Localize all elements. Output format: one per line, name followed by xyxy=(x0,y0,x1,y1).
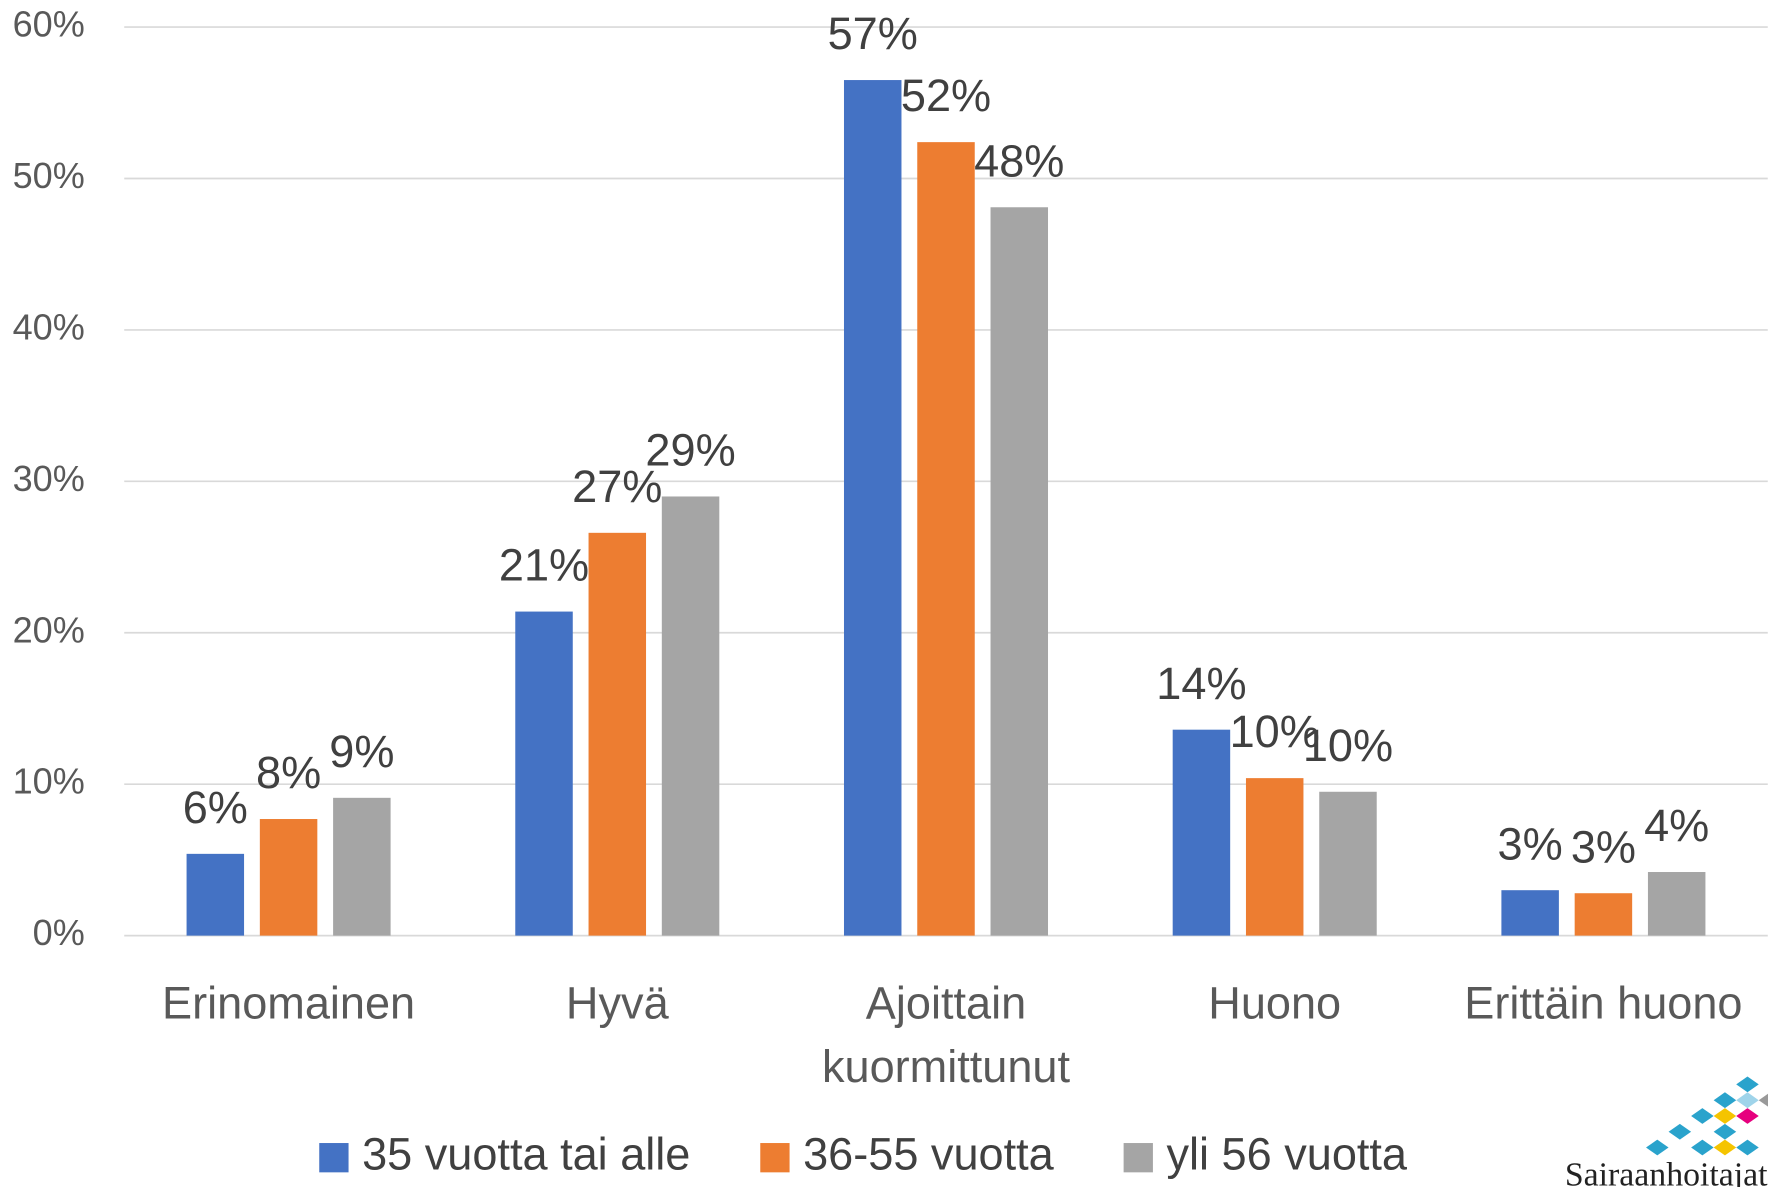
bar xyxy=(588,532,647,936)
bar xyxy=(843,80,902,936)
y-tick-label: 20% xyxy=(13,609,85,650)
x-tick-label: Hyvä xyxy=(566,978,670,1029)
data-label: 3% xyxy=(1498,818,1563,869)
y-tick-label: 0% xyxy=(33,912,85,953)
bar xyxy=(1501,890,1559,936)
data-label: 52% xyxy=(901,70,991,121)
bar xyxy=(515,611,573,936)
data-label: 57% xyxy=(828,8,918,59)
x-tick-label: Erinomainen xyxy=(162,978,415,1029)
legend-swatch xyxy=(760,1143,790,1173)
bar xyxy=(1172,729,1231,936)
x-tick-label: Ajoittain kuormittunut xyxy=(822,978,1071,1092)
y-tick-label: 30% xyxy=(13,458,85,499)
data-label: 48% xyxy=(974,135,1064,186)
data-label: 21% xyxy=(499,540,589,591)
legend-swatch xyxy=(1123,1143,1153,1173)
bar xyxy=(1574,893,1633,936)
logo-text: Sairaanhoitajat xyxy=(1565,1157,1768,1187)
data-label: 27% xyxy=(572,461,662,512)
data-label: 14% xyxy=(1156,658,1246,709)
data-label: 6% xyxy=(183,782,248,833)
data-label: 9% xyxy=(329,726,394,777)
data-label: 29% xyxy=(645,425,735,476)
legend-swatch xyxy=(319,1143,349,1173)
bar xyxy=(1245,778,1304,936)
y-tick-label: 50% xyxy=(13,155,85,196)
x-tick-label: Erittäin huono xyxy=(1464,978,1742,1029)
bar xyxy=(917,142,975,936)
data-label: 8% xyxy=(256,747,321,798)
legend-label: yli 56 vuotta xyxy=(1166,1129,1407,1180)
bar xyxy=(1319,791,1377,936)
bar xyxy=(990,207,1049,936)
data-label: 3% xyxy=(1571,821,1636,872)
data-label: 10% xyxy=(1303,720,1393,771)
x-tick-label: Huono xyxy=(1208,978,1341,1029)
data-label: 10% xyxy=(1230,706,1320,757)
bar xyxy=(661,496,720,936)
bar xyxy=(333,797,391,936)
data-label: 4% xyxy=(1644,800,1709,851)
logo: Sairaanhoitajat xyxy=(1565,1076,1768,1192)
bar xyxy=(186,853,245,936)
bar xyxy=(1647,872,1706,936)
bar xyxy=(259,819,318,936)
y-tick-label: 10% xyxy=(13,761,85,802)
legend-label: 35 vuotta tai alle xyxy=(362,1129,690,1180)
y-tick-label: 60% xyxy=(13,4,85,45)
legend-label: 36-55 vuotta xyxy=(803,1129,1055,1180)
y-tick-label: 40% xyxy=(13,306,85,347)
